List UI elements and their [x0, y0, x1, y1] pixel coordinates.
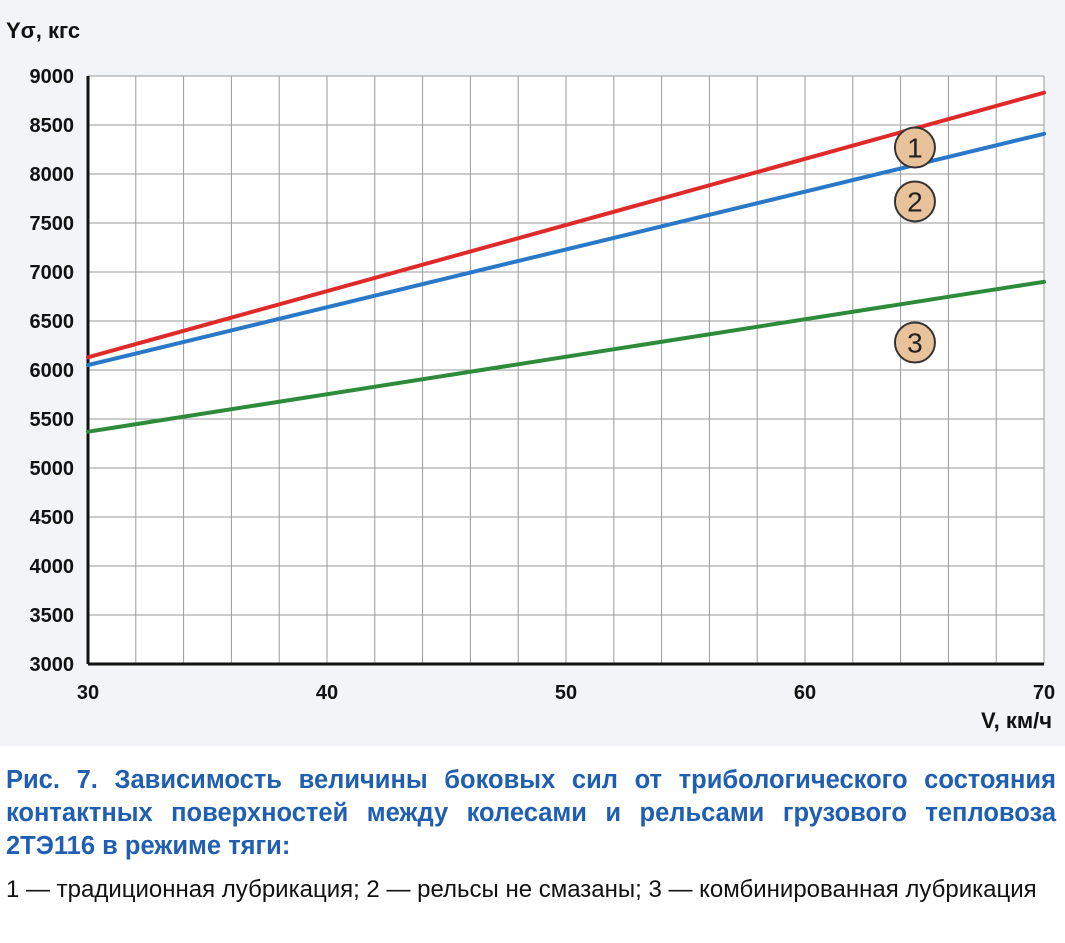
series-badge — [893, 126, 936, 169]
y-tick-label: 7500 — [30, 213, 75, 235]
y-tick-label: 6000 — [30, 360, 75, 382]
chart-area: 1 2 3 3000 3500 4000 4500 5000 5500 6000 6500 7000… — [0, 0, 1065, 746]
series-badge — [893, 180, 936, 223]
x-tick-label: 70 — [1033, 682, 1055, 704]
series-badge-label: 2 — [907, 186, 923, 217]
y-axis-title: Yσ, кгс — [6, 18, 80, 43]
y-tick-label: 3000 — [30, 654, 75, 676]
series-badge — [893, 321, 936, 364]
x-tick-label: 30 — [77, 682, 99, 704]
series-line-3 — [86, 279, 1046, 434]
caption-title: Рис. 7. Зависимость величины боковых сил… — [6, 766, 1056, 860]
x-tick-label: 60 — [794, 682, 816, 704]
y-tick-label: 3500 — [30, 605, 75, 627]
x-tick-label: 50 — [555, 682, 577, 704]
y-tick-label: 9000 — [30, 66, 75, 88]
series-line-2 — [86, 131, 1046, 368]
caption-legend: 1 — традиционная лубрикация; 2 — рельсы … — [6, 876, 1037, 903]
y-tick-label: 5500 — [30, 409, 75, 431]
figure-caption: Рис. 7. Зависимость величины боковых сил… — [0, 746, 1065, 943]
y-tick-label: 7000 — [30, 262, 75, 284]
y-tick-label: 5000 — [30, 458, 75, 480]
y-tick-label: 8000 — [30, 164, 75, 186]
line-chart: 1 2 3 3000 3500 4000 4500 5000 5500 6000 6500 7000… — [6, 18, 1055, 733]
y-tick-label: 6500 — [30, 311, 75, 333]
x-tick-label: 40 — [316, 682, 338, 704]
series-badge-label: 3 — [907, 328, 923, 359]
x-axis-title: V, км/ч — [981, 708, 1052, 733]
y-tick-label: 8500 — [30, 115, 75, 137]
series-badge-label: 1 — [907, 133, 923, 164]
series-line-1 — [86, 90, 1046, 360]
y-tick-label: 4500 — [30, 507, 75, 529]
y-tick-label: 4000 — [30, 556, 75, 578]
